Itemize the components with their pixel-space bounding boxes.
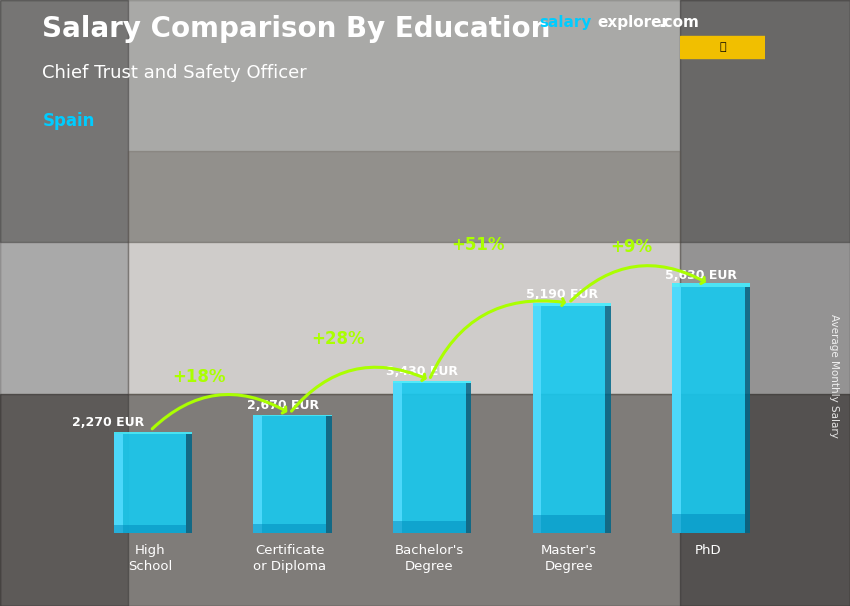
Polygon shape bbox=[605, 306, 611, 533]
Polygon shape bbox=[532, 303, 611, 306]
Bar bbox=[0, 0, 128, 606]
Text: +28%: +28% bbox=[312, 330, 366, 348]
Text: 5,190 EUR: 5,190 EUR bbox=[526, 288, 598, 301]
Text: +18%: +18% bbox=[173, 368, 226, 386]
Polygon shape bbox=[672, 513, 745, 533]
Bar bbox=[128, 152, 680, 394]
Bar bbox=[680, 0, 850, 606]
Text: 2,670 EUR: 2,670 EUR bbox=[246, 399, 319, 411]
Text: salary: salary bbox=[540, 15, 592, 30]
Bar bbox=[0, 0, 850, 242]
Text: 3,430 EUR: 3,430 EUR bbox=[386, 365, 458, 378]
Text: explorer: explorer bbox=[598, 15, 670, 30]
Polygon shape bbox=[114, 434, 122, 533]
Polygon shape bbox=[532, 306, 541, 533]
Text: +9%: +9% bbox=[610, 239, 653, 256]
Text: Spain: Spain bbox=[42, 112, 95, 130]
Polygon shape bbox=[326, 416, 332, 533]
Polygon shape bbox=[393, 383, 466, 533]
Polygon shape bbox=[466, 383, 472, 533]
Text: 5,630 EUR: 5,630 EUR bbox=[666, 269, 737, 282]
Polygon shape bbox=[253, 524, 326, 533]
Polygon shape bbox=[253, 416, 326, 533]
Polygon shape bbox=[672, 287, 745, 533]
Text: +51%: +51% bbox=[451, 236, 505, 254]
Polygon shape bbox=[186, 434, 192, 533]
Polygon shape bbox=[532, 306, 605, 533]
Polygon shape bbox=[114, 525, 186, 533]
Polygon shape bbox=[253, 416, 262, 533]
Text: Salary Comparison By Education: Salary Comparison By Education bbox=[42, 15, 551, 43]
Polygon shape bbox=[393, 381, 472, 383]
Bar bbox=[680, 36, 765, 58]
Text: 2,270 EUR: 2,270 EUR bbox=[72, 416, 144, 429]
Text: .com: .com bbox=[659, 15, 700, 30]
Text: 🛡: 🛡 bbox=[719, 42, 726, 52]
Polygon shape bbox=[393, 521, 466, 533]
Text: Average Monthly Salary: Average Monthly Salary bbox=[829, 314, 839, 438]
Text: Chief Trust and Safety Officer: Chief Trust and Safety Officer bbox=[42, 64, 307, 82]
Polygon shape bbox=[114, 433, 192, 434]
Bar bbox=[0, 394, 850, 606]
Polygon shape bbox=[745, 287, 751, 533]
Polygon shape bbox=[672, 283, 751, 287]
Polygon shape bbox=[672, 287, 681, 533]
Polygon shape bbox=[393, 383, 402, 533]
Polygon shape bbox=[532, 515, 605, 533]
Polygon shape bbox=[114, 434, 186, 533]
Polygon shape bbox=[253, 415, 332, 416]
